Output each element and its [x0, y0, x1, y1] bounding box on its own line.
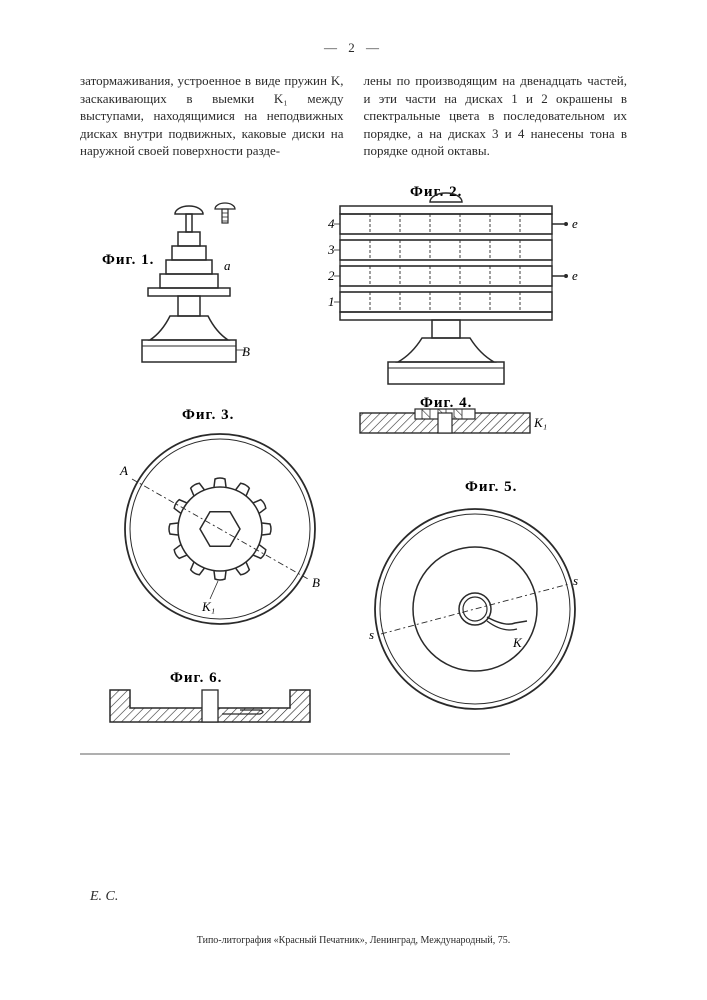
figure-6: Фиг. 6.	[110, 670, 310, 722]
column-left: затормаживания, устроенное в виде пружин…	[80, 72, 344, 160]
page-number: — 2 —	[80, 40, 627, 56]
fig2-lvl1: 1	[328, 294, 335, 309]
fig2-label: Фиг. 2.	[410, 184, 462, 200]
signature: E. C.	[90, 889, 118, 905]
fig4-ref-K1: K₁	[533, 415, 547, 430]
fig1-ref-B: B	[242, 344, 250, 359]
figure-1: Фиг. 1.	[102, 203, 250, 362]
page: — 2 — затормаживания, устроенное в виде …	[0, 0, 707, 1000]
fig5-ref-K: K	[512, 635, 523, 650]
figure-5: Фиг. 5. s s K	[369, 479, 578, 709]
fig3-ref-A: A	[119, 463, 128, 478]
column-right: лены по производящим на двенадцать часте…	[364, 72, 628, 160]
fig3-ref-K1: K₁	[201, 599, 215, 614]
fig6-label: Фиг. 6.	[170, 670, 222, 686]
fig5-ref-s2: s	[573, 573, 578, 588]
figures-svg: Фиг. 1.	[80, 184, 627, 824]
fig1-label: Фиг. 1.	[102, 252, 154, 268]
footer-imprint: Типо-литография «Красный Печатник», Лени…	[0, 935, 707, 946]
fig2-lvl2: 2	[328, 268, 335, 283]
fig5-ref-s1: s	[369, 627, 374, 642]
fig2-lvl3: 3	[327, 242, 335, 257]
figure-4: Фиг. 4. K₁	[360, 395, 547, 433]
fig3-label: Фиг. 3.	[182, 407, 234, 423]
figures-area: Фиг. 1.	[80, 184, 627, 824]
fig2-ref-e1: e	[572, 216, 578, 231]
fig2-ref-e2: e	[572, 268, 578, 283]
fig2-lvl4: 4	[328, 216, 335, 231]
fig1-ref-a: a	[224, 258, 231, 273]
fig5-label: Фиг. 5.	[465, 479, 517, 495]
figure-3: Фиг. 3.	[119, 407, 320, 624]
text-columns: затормаживания, устроенное в виде пружин…	[80, 72, 627, 160]
fig3-ref-B: B	[312, 575, 320, 590]
figure-2: Фиг. 2.	[327, 184, 578, 384]
